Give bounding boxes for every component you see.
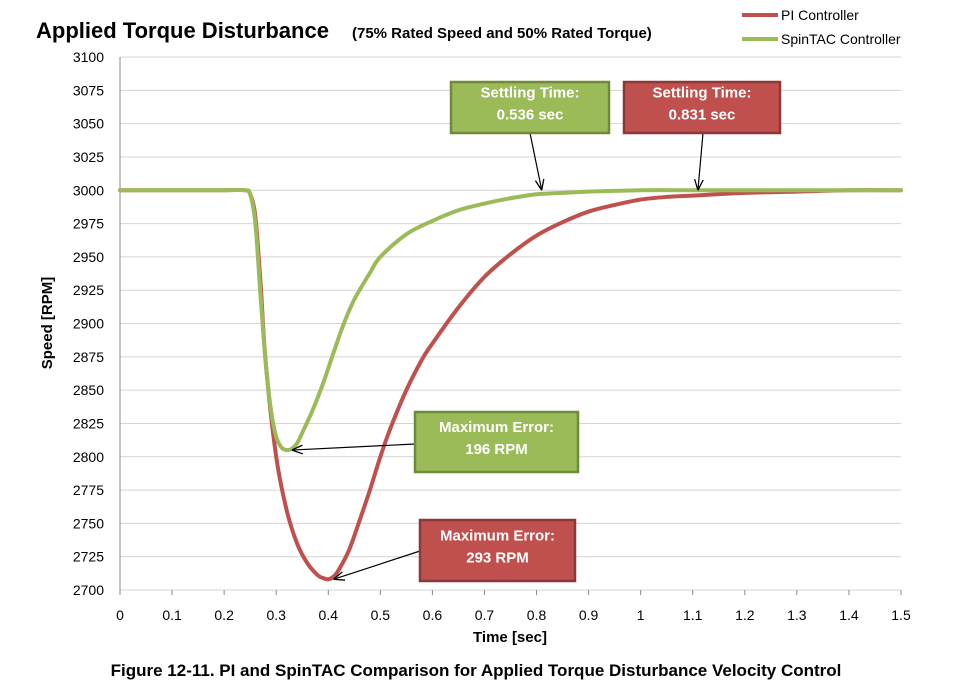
annotation-text: 293 RPM (466, 550, 529, 567)
annotation-text: 196 RPM (465, 441, 528, 458)
y-tick-label: 3075 (73, 82, 104, 98)
annotation-box (418, 518, 577, 583)
grid-lines (119, 56, 902, 595)
y-tick-label: 2875 (73, 349, 104, 365)
x-tick-label: 0.2 (214, 607, 234, 623)
y-tick-label: 2775 (73, 482, 104, 498)
y-axis-label: Speed [RPM] (39, 277, 56, 370)
annotation-arrow (698, 132, 703, 190)
annotation-arrow (292, 443, 416, 450)
y-tick-label: 3000 (73, 182, 104, 198)
y-tick-label: 2925 (73, 282, 104, 298)
x-tick-label: 0.3 (266, 607, 286, 623)
annotation-text: Maximum Error: (440, 528, 555, 545)
annotation-text: Settling Time: (481, 85, 580, 102)
x-tick-label: 0.1 (162, 607, 182, 623)
annotation-text: 0.831 sec (669, 107, 736, 124)
chart-title: Applied Torque Disturbance (36, 18, 329, 43)
annotation-callout: Maximum Error: 196 RPM (292, 410, 580, 474)
x-tick-labels: 0 0.1 0.2 0.3 0.4 0.5 0.6 0.7 0.8 0.9 1 1.1 1.2 1.3 1.… (116, 607, 911, 623)
annotation-arrow (529, 132, 542, 190)
x-tick-label: 0.4 (319, 607, 339, 623)
x-tick-label: 0.7 (475, 607, 495, 623)
x-tick-label: 1.5 (891, 607, 911, 623)
y-tick-label: 2725 (73, 549, 104, 565)
x-tick-label: 1 (637, 607, 645, 623)
annotation-callout: Maximum Error: 293 RPM (333, 518, 577, 583)
annotation-arrow (333, 550, 421, 579)
x-tick-label: 1.3 (787, 607, 807, 623)
y-tick-labels: 3100 3075 3050 3025 3000 2975 2950 2925 2900 2875… (73, 49, 104, 598)
legend-label: PI Controller (781, 7, 859, 23)
x-tick-label: 0.9 (579, 607, 599, 623)
x-tick-label: 1.2 (735, 607, 755, 623)
y-tick-label: 3050 (73, 116, 104, 132)
x-tick-label: 0.6 (423, 607, 443, 623)
x-tick-label: 0.8 (527, 607, 547, 623)
y-tick-label: 2850 (73, 382, 104, 398)
x-tick-label: 0.5 (371, 607, 391, 623)
annotation-box (413, 410, 580, 474)
annotation-callout: Settling Time: 0.536 sec (449, 80, 611, 190)
annotation-box (449, 80, 611, 135)
legend: PI Controller SpinTAC Controller (742, 7, 901, 47)
x-tick-label: 1.1 (683, 607, 703, 623)
chart-subtitle: (75% Rated Speed and 50% Rated Torque) (352, 25, 652, 42)
annotation-text: Settling Time: (653, 85, 752, 102)
y-tick-label: 2700 (73, 582, 104, 598)
y-tick-label: 3100 (73, 49, 104, 65)
figure-caption: Figure 12-11. PI and SpinTAC Comparison … (111, 661, 842, 680)
x-axis-label: Time [sec] (473, 629, 547, 646)
series-lines (118, 187, 903, 582)
y-tick-label: 2750 (73, 515, 104, 531)
y-tick-label: 2800 (73, 449, 104, 465)
legend-label: SpinTAC Controller (781, 31, 901, 47)
y-tick-label: 2825 (73, 415, 104, 431)
x-tick-label: 0 (116, 607, 124, 623)
y-tick-label: 2900 (73, 316, 104, 332)
y-tick-label: 3025 (73, 149, 104, 165)
x-tick-label: 1.4 (839, 607, 859, 623)
annotation-text: 0.536 sec (497, 107, 564, 124)
annotation-callout: Settling Time: 0.831 sec (622, 80, 782, 190)
annotations: Settling Time: 0.536 sec Settling Time: 0.8… (292, 80, 782, 583)
y-tick-label: 2950 (73, 249, 104, 265)
annotation-text: Maximum Error: (439, 419, 554, 436)
series-line-spintac-controller (118, 187, 903, 453)
annotation-box (622, 80, 782, 135)
y-tick-label: 2975 (73, 216, 104, 232)
